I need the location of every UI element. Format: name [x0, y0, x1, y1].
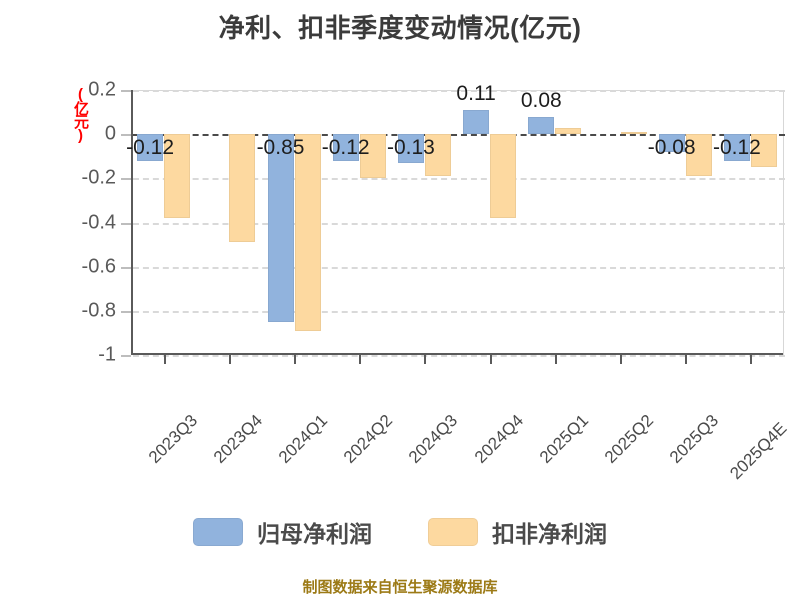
bar-2023Q3-profit[interactable] — [137, 134, 164, 161]
x-axis-tick — [750, 355, 753, 364]
x-axis-tick — [359, 355, 362, 364]
bar-2025Q4E-deduct[interactable] — [750, 134, 777, 168]
value-label-2025Q3: -0.08 — [647, 136, 696, 160]
y-axis-tick — [121, 310, 131, 313]
x-axis-tick — [489, 355, 492, 364]
bar-2023Q4-deduct[interactable] — [229, 134, 256, 243]
y-axis-tick-label: -0.2 — [81, 166, 116, 189]
y-axis-watermark: (亿元) — [72, 86, 89, 142]
y-axis-tick-label: 0.2 — [88, 78, 116, 101]
y-axis-tick — [121, 178, 131, 181]
bar-2025Q3-profit[interactable] — [658, 134, 685, 152]
gridline — [133, 90, 785, 92]
x-axis-label-2025Q4E: 2025Q4E — [726, 418, 791, 484]
x-axis-label-2024Q4: 2024Q4 — [470, 410, 527, 467]
x-axis-tick — [685, 355, 688, 364]
y-axis-tick-label: 0 — [104, 122, 116, 145]
x-axis-tick — [424, 355, 427, 364]
bar-2025Q3-deduct[interactable] — [685, 134, 712, 177]
bar-2024Q1-deduct[interactable] — [294, 134, 321, 331]
x-axis-tick — [294, 355, 296, 364]
y-axis-tick — [121, 222, 131, 225]
legend-item-profit[interactable]: 归母净利润 — [193, 515, 372, 549]
legend-swatch-profit-icon — [193, 518, 243, 546]
gridline — [133, 355, 785, 357]
x-axis-label-2024Q2: 2024Q2 — [340, 410, 397, 467]
x-axis-tick — [163, 355, 166, 364]
value-label-2025Q4E: -0.12 — [712, 136, 761, 160]
value-label-2024Q3: -0.13 — [386, 136, 435, 160]
bar-2025Q1-deduct[interactable] — [555, 127, 582, 135]
y-axis-tick — [121, 90, 131, 92]
x-axis-label-2025Q3: 2025Q3 — [666, 410, 723, 467]
y-axis-tick-label: -0.4 — [81, 211, 116, 233]
bar-2024Q2-deduct[interactable] — [359, 134, 386, 179]
bar-2024Q1-profit[interactable] — [267, 134, 294, 322]
y-axis-tick — [121, 266, 131, 269]
x-axis-label-2025Q1: 2025Q1 — [535, 410, 592, 467]
value-label-2024Q4: 0.11 — [456, 81, 496, 105]
plot-area — [131, 90, 785, 357]
chart-legend: 归母净利润 扣非净利润 — [0, 515, 800, 549]
gridline — [133, 266, 785, 269]
legend-label-profit: 归母净利润 — [257, 521, 372, 547]
legend-swatch-deduct-icon — [428, 518, 478, 546]
x-axis-label-2024Q3: 2024Q3 — [405, 410, 462, 467]
bar-2024Q3-profit[interactable] — [397, 134, 424, 163]
x-axis-label-2025Q2: 2025Q2 — [600, 410, 658, 467]
y-axis-tick-label: -0.8 — [81, 299, 116, 322]
x-axis-tick — [228, 355, 231, 364]
chart-title: 净利、扣非季度变动情况(亿元) — [218, 13, 582, 43]
y-axis-labels: 0.2 0 -0.2 -0.4 -0.6 -0.8 -1 — [44, 0, 116, 600]
gridline — [133, 310, 785, 313]
x-axis-tick — [620, 355, 622, 364]
bar-2025Q4E-profit[interactable] — [723, 134, 750, 161]
bar-2024Q2-profit[interactable] — [332, 134, 359, 161]
value-label-2024Q1: -0.85 — [256, 136, 305, 160]
value-label-2023Q3: -0.12 — [126, 136, 175, 160]
chart-footer-source: 制图数据来自恒生聚源数据库 — [302, 579, 498, 596]
value-label-2024Q2: -0.12 — [321, 136, 370, 160]
zero-line — [133, 134, 785, 137]
bar-2025Q1-profit[interactable] — [528, 116, 555, 135]
gridline — [133, 178, 785, 181]
bar-2024Q3-deduct[interactable] — [424, 134, 451, 177]
gridline — [133, 222, 785, 225]
x-axis-tick — [554, 355, 557, 364]
y-axis-tick — [121, 355, 131, 357]
y-axis-tick-label: -1 — [98, 343, 116, 366]
bar-2024Q4-profit[interactable] — [463, 109, 490, 135]
y-axis-tick-label: -0.6 — [81, 255, 116, 278]
bar-2023Q3-deduct[interactable] — [164, 134, 191, 219]
legend-item-deduct[interactable]: 扣非净利润 — [428, 515, 607, 549]
x-axis-label-2024Q1: 2024Q1 — [274, 410, 332, 467]
bar-2025Q2-deduct[interactable] — [620, 131, 647, 135]
legend-label-deduct: 扣非净利润 — [492, 521, 607, 547]
y-axis-tick — [121, 134, 131, 137]
value-label-2025Q1: 0.08 — [520, 88, 562, 112]
bar-2024Q4-deduct[interactable] — [490, 134, 517, 219]
x-axis-label-2023Q4: 2023Q4 — [209, 410, 266, 467]
x-axis-label-2023Q3: 2023Q3 — [144, 410, 201, 467]
